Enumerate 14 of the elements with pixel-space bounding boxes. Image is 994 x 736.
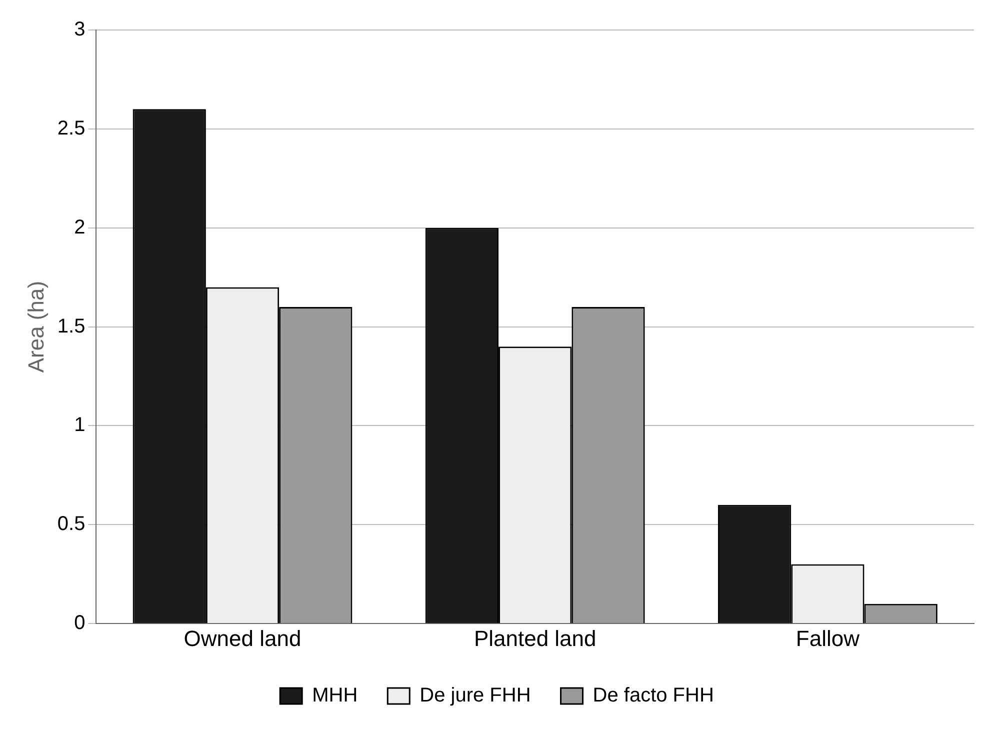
y-tick-label: 1.5 bbox=[57, 315, 86, 338]
y-tick-label: 0 bbox=[74, 612, 86, 634]
x-tick-label: Owned land bbox=[184, 626, 302, 651]
y-tick-label: 1 bbox=[74, 414, 86, 436]
legend-label: De jure FHH bbox=[420, 684, 531, 707]
y-tick-label: 3 bbox=[74, 18, 86, 41]
legend-label: De facto FHH bbox=[592, 684, 714, 707]
x-tick-label: Fallow bbox=[796, 626, 860, 651]
y-tick-label: 2 bbox=[74, 216, 86, 238]
y-tick-label: 2.5 bbox=[57, 117, 86, 140]
x-tick-label: Planted land bbox=[474, 626, 596, 651]
y-axis-title: Area (ha) bbox=[23, 280, 48, 373]
legend-label: MHH bbox=[312, 684, 358, 707]
y-tick-label: 0.5 bbox=[57, 513, 86, 536]
